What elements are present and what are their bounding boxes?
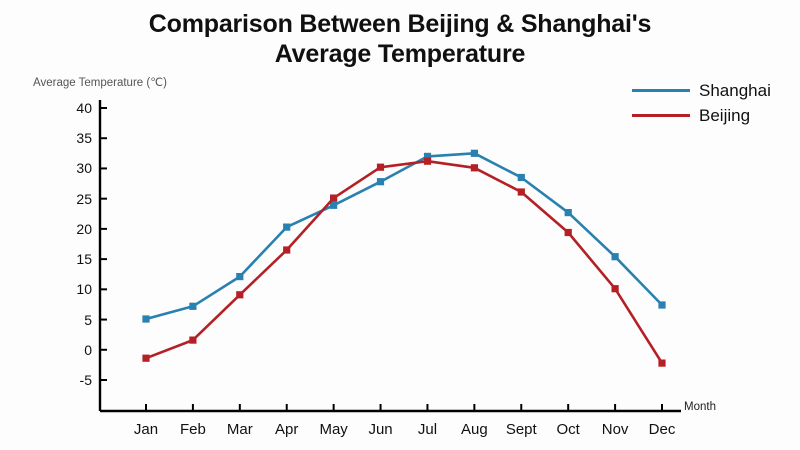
y-tick-label: -5 (79, 372, 92, 388)
x-tick-label: Nov (601, 421, 629, 438)
x-tick-label: Sept (505, 421, 537, 438)
chart-legend: Shanghai Beijing (632, 78, 797, 128)
data-point-marker (611, 253, 619, 261)
chart-title-line-1: Comparison Between Beijing & Shanghai's (148, 10, 652, 38)
y-tick-label: 15 (76, 251, 92, 268)
data-point-marker (189, 302, 197, 310)
x-tick-label: May (319, 421, 348, 438)
y-tick-label: 5 (84, 311, 92, 328)
data-point-marker (189, 336, 197, 344)
x-tick-label: Aug (461, 421, 488, 438)
y-tick-label: 10 (76, 281, 92, 298)
data-point-marker (517, 173, 525, 182)
data-point-marker (283, 246, 291, 254)
legend-label-shanghai: Shanghai (699, 80, 771, 100)
x-tick-label: Apr (275, 421, 299, 438)
data-point-marker (470, 164, 478, 172)
legend-item-shanghai: Shanghai (632, 78, 797, 103)
y-tick-label: 25 (76, 190, 92, 207)
data-point-marker (611, 285, 619, 293)
data-point-marker (236, 291, 244, 299)
series-beijing (142, 157, 666, 367)
x-axis-title: Month (684, 401, 716, 413)
x-tick-label: Oct (556, 421, 580, 438)
series-shanghai (142, 149, 666, 323)
data-point-marker (283, 223, 291, 231)
data-point-marker (658, 359, 666, 367)
data-point-marker (236, 273, 244, 281)
x-tick-label: Jan (133, 421, 159, 438)
x-tick-label: Dec (648, 421, 676, 438)
chart-title: Comparison Between Beijing & Shanghai's … (80, 10, 720, 69)
data-point-marker (423, 152, 432, 160)
y-tick-label: 0 (84, 341, 92, 358)
data-point-marker (564, 228, 572, 237)
y-axis-title: Average Temperature (℃) (33, 77, 167, 89)
data-point-marker (470, 149, 478, 157)
y-tick-label: 35 (76, 130, 92, 147)
data-point-marker (376, 163, 385, 171)
data-point-marker (142, 354, 150, 362)
data-point-marker (517, 188, 525, 196)
chart-title-line-2: Average Temperature (274, 39, 526, 68)
series-line-shanghai (144, 152, 664, 321)
data-point-marker (142, 315, 150, 323)
data-point-marker (376, 178, 385, 186)
x-tick-label: Feb (179, 421, 206, 438)
data-point-marker (330, 201, 338, 209)
series-line-beijing (144, 159, 664, 365)
x-tick-label: Jul (417, 421, 438, 438)
legend-label-beijing: Beijing (699, 105, 751, 125)
data-point-marker (423, 157, 432, 165)
data-point-marker (330, 194, 338, 202)
y-tick-label: 40 (76, 100, 92, 116)
y-tick-label: 20 (76, 220, 92, 237)
data-point-marker (564, 209, 572, 217)
data-point-marker (658, 301, 666, 309)
x-tick-label: Jun (368, 421, 393, 438)
legend-swatch-beijing (632, 114, 690, 117)
legend-item-beijing: Beijing (632, 103, 797, 128)
legend-swatch-shanghai (632, 89, 690, 92)
x-tick-label: Mar (226, 421, 253, 438)
y-tick-label: 30 (76, 160, 92, 177)
